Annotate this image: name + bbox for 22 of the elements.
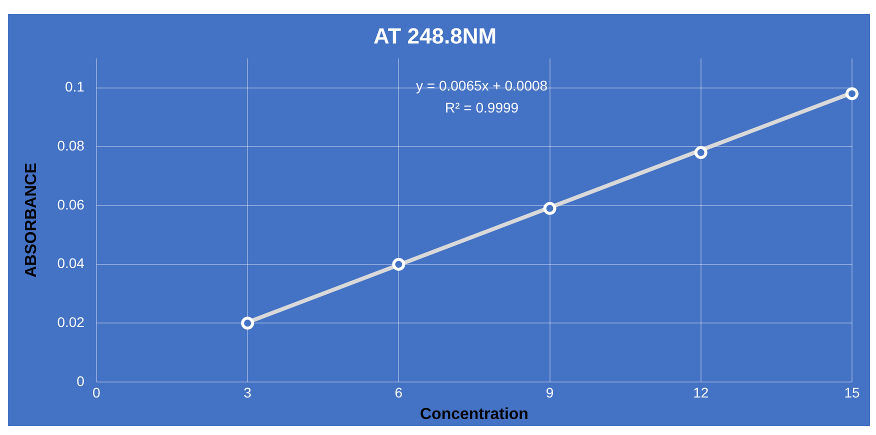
y-tick-label: 0.04: [57, 255, 85, 272]
x-tick-label: 6: [394, 384, 403, 400]
annotation: R² = 0.9999: [445, 99, 519, 116]
x-tick-label: 12: [693, 384, 709, 400]
point: [392, 258, 406, 271]
x-axis-title: Concentration: [420, 406, 528, 423]
x-tick-label: 15: [844, 384, 860, 400]
point: [241, 316, 254, 330]
y-tick-label: 0: [76, 372, 85, 389]
x-tick-label: 0: [92, 384, 101, 400]
chart-title: AT 248.8NM: [373, 23, 497, 48]
annotation: y = 0.0065x + 0.0008: [416, 77, 548, 94]
x-tick-label: 9: [546, 384, 554, 400]
y-axis-title: ABSORBANCE: [23, 162, 40, 278]
y-tick-label: 0.1: [64, 78, 85, 95]
point: [694, 146, 708, 160]
point: [846, 87, 858, 100]
point: [543, 202, 556, 215]
x-tick-label: 3: [244, 384, 252, 400]
y-tick-label: 0.06: [57, 196, 85, 212]
y-tick-label: 0.02: [57, 314, 85, 330]
y-tick-label: 0.08: [57, 138, 85, 154]
